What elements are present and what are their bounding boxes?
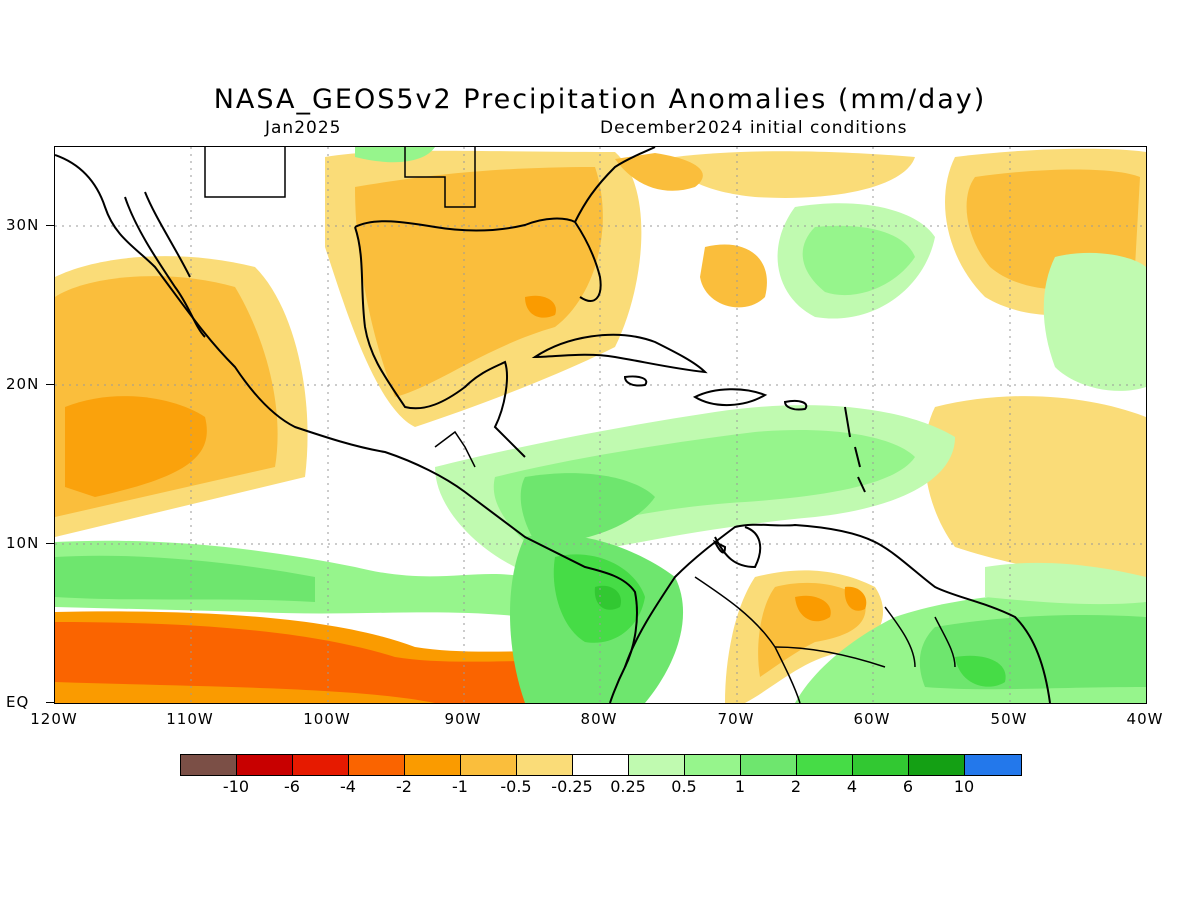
colorbar-label: -2 [396, 777, 412, 796]
lon-label-70w: 70W [717, 710, 755, 728]
colorbar-swatch [181, 755, 237, 775]
colorbar-label: -6 [284, 777, 300, 796]
lon-label-120w: 120W [30, 710, 78, 728]
colorbar-swatch [517, 755, 573, 775]
colorbar-swatch [237, 755, 293, 775]
colorbar-swatch [349, 755, 405, 775]
forecast-month: Jan2025 [265, 118, 342, 138]
colorbar-swatch [909, 755, 965, 775]
lat-label-eq: EQ [6, 693, 30, 711]
colorbar-label: 0.25 [610, 777, 646, 796]
colorbar-label: 0.5 [671, 777, 697, 796]
colorbar-swatch [629, 755, 685, 775]
coastlines [55, 147, 1051, 703]
lat-tick-30n [46, 225, 54, 226]
map-canvas [55, 147, 1146, 703]
colorbar-swatch [685, 755, 741, 775]
colorbar-label: 10 [953, 777, 975, 796]
colorbar [180, 754, 1022, 776]
colorbar-swatch [293, 755, 349, 775]
lat-tick-eq [46, 702, 54, 703]
colorbar-label: -0.25 [551, 777, 593, 796]
lat-label-10n: 10N [6, 534, 40, 552]
colorbar-label: -0.5 [500, 777, 532, 796]
map-title: NASA_GEOS5v2 Precipitation Anomalies (mm… [213, 84, 987, 115]
lat-label-30n: 30N [6, 216, 40, 234]
colorbar-swatch [461, 755, 517, 775]
lon-label-100w: 100W [303, 710, 351, 728]
colorbar-swatch [853, 755, 909, 775]
initial-conditions: December2024 initial conditions [600, 118, 908, 138]
colorbar-label: 1 [734, 777, 746, 796]
lon-label-80w: 80W [580, 710, 618, 728]
lon-label-60w: 60W [853, 710, 891, 728]
lon-label-90w: 90W [444, 710, 482, 728]
colorbar-label: -4 [340, 777, 356, 796]
colorbar-label: 2 [790, 777, 802, 796]
colorbar-swatch [797, 755, 853, 775]
colorbar-label: -10 [222, 777, 250, 796]
lon-label-40w: 40W [1126, 710, 1164, 728]
colorbar-swatch [965, 755, 1021, 775]
lon-label-110w: 110W [166, 710, 214, 728]
lon-label-50w: 50W [990, 710, 1028, 728]
colorbar-swatch [573, 755, 629, 775]
colorbar-swatch [405, 755, 461, 775]
lat-tick-10n [46, 543, 54, 544]
colorbar-label: 4 [846, 777, 858, 796]
lat-tick-20n [46, 384, 54, 385]
precipitation-map [54, 146, 1147, 704]
anomaly-fields [55, 147, 1146, 703]
graticule [55, 147, 1146, 703]
lat-label-20n: 20N [6, 375, 40, 393]
colorbar-swatch [741, 755, 797, 775]
colorbar-label: -1 [452, 777, 468, 796]
colorbar-label: 6 [902, 777, 914, 796]
